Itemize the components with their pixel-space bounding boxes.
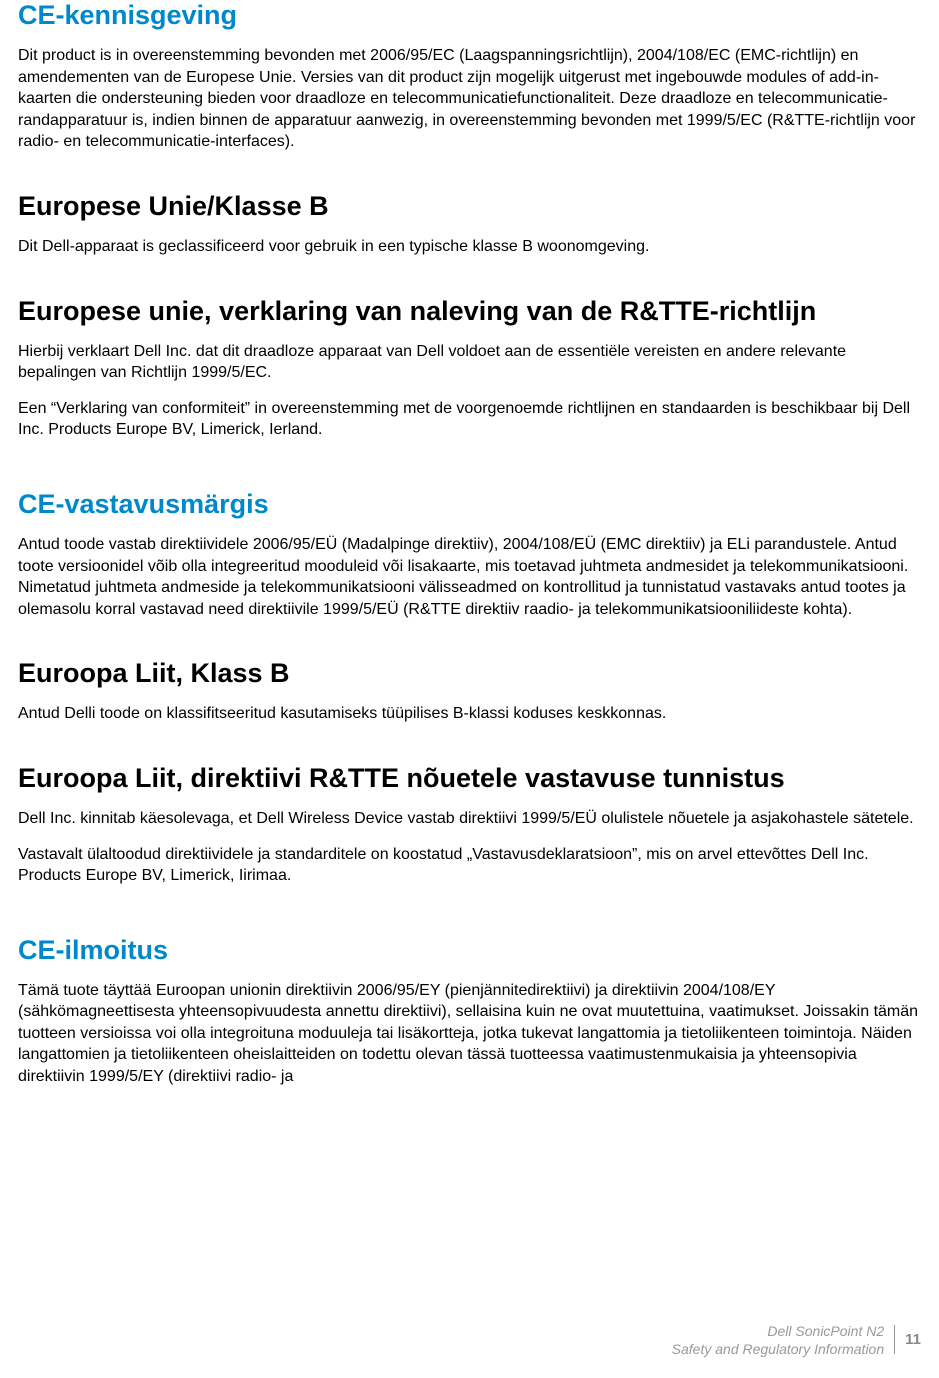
document-page: CE-kennisgeving Dit product is in overee… xyxy=(18,0,921,1088)
paragraph: Vastavalt ülaltoodud direktiividele ja s… xyxy=(18,844,921,887)
paragraph: Antud Delli toode on klassifitseeritud k… xyxy=(18,703,921,725)
paragraph: Dell Inc. kinnitab käesolevaga, et Dell … xyxy=(18,808,921,830)
footer-line-2: Safety and Regulatory Information xyxy=(672,1340,884,1358)
section-heading-eu-klasse-b: Europese Unie/Klasse B xyxy=(18,191,921,222)
section-heading-euroopa-liit-rtte: Euroopa Liit, direktiivi R&TTE nõuetele … xyxy=(18,763,921,794)
page-number: 11 xyxy=(894,1325,921,1354)
paragraph: Een “Verklaring van conformiteit” in ove… xyxy=(18,398,921,441)
section-heading-eu-rtte-verklaring: Europese unie, verklaring van naleving v… xyxy=(18,296,921,327)
paragraph: Dit Dell-apparaat is geclassificeerd voo… xyxy=(18,236,921,258)
section-heading-ce-kennisgeving: CE-kennisgeving xyxy=(18,0,921,31)
footer-line-1: Dell SonicPoint N2 xyxy=(672,1322,884,1340)
section-heading-ce-ilmoitus: CE-ilmoitus xyxy=(18,935,921,966)
paragraph: Antud toode vastab direktiividele 2006/9… xyxy=(18,534,921,620)
footer-text: Dell SonicPoint N2 Safety and Regulatory… xyxy=(672,1322,884,1358)
page-footer: Dell SonicPoint N2 Safety and Regulatory… xyxy=(672,1322,921,1358)
paragraph: Dit product is in overeenstemming bevond… xyxy=(18,45,921,153)
section-heading-ce-vastavusmargis: CE-vastavusmärgis xyxy=(18,489,921,520)
paragraph: Tämä tuote täyttää Euroopan unionin dire… xyxy=(18,980,921,1088)
paragraph: Hierbij verklaart Dell Inc. dat dit draa… xyxy=(18,341,921,384)
section-heading-euroopa-liit-klass-b: Euroopa Liit, Klass B xyxy=(18,658,921,689)
